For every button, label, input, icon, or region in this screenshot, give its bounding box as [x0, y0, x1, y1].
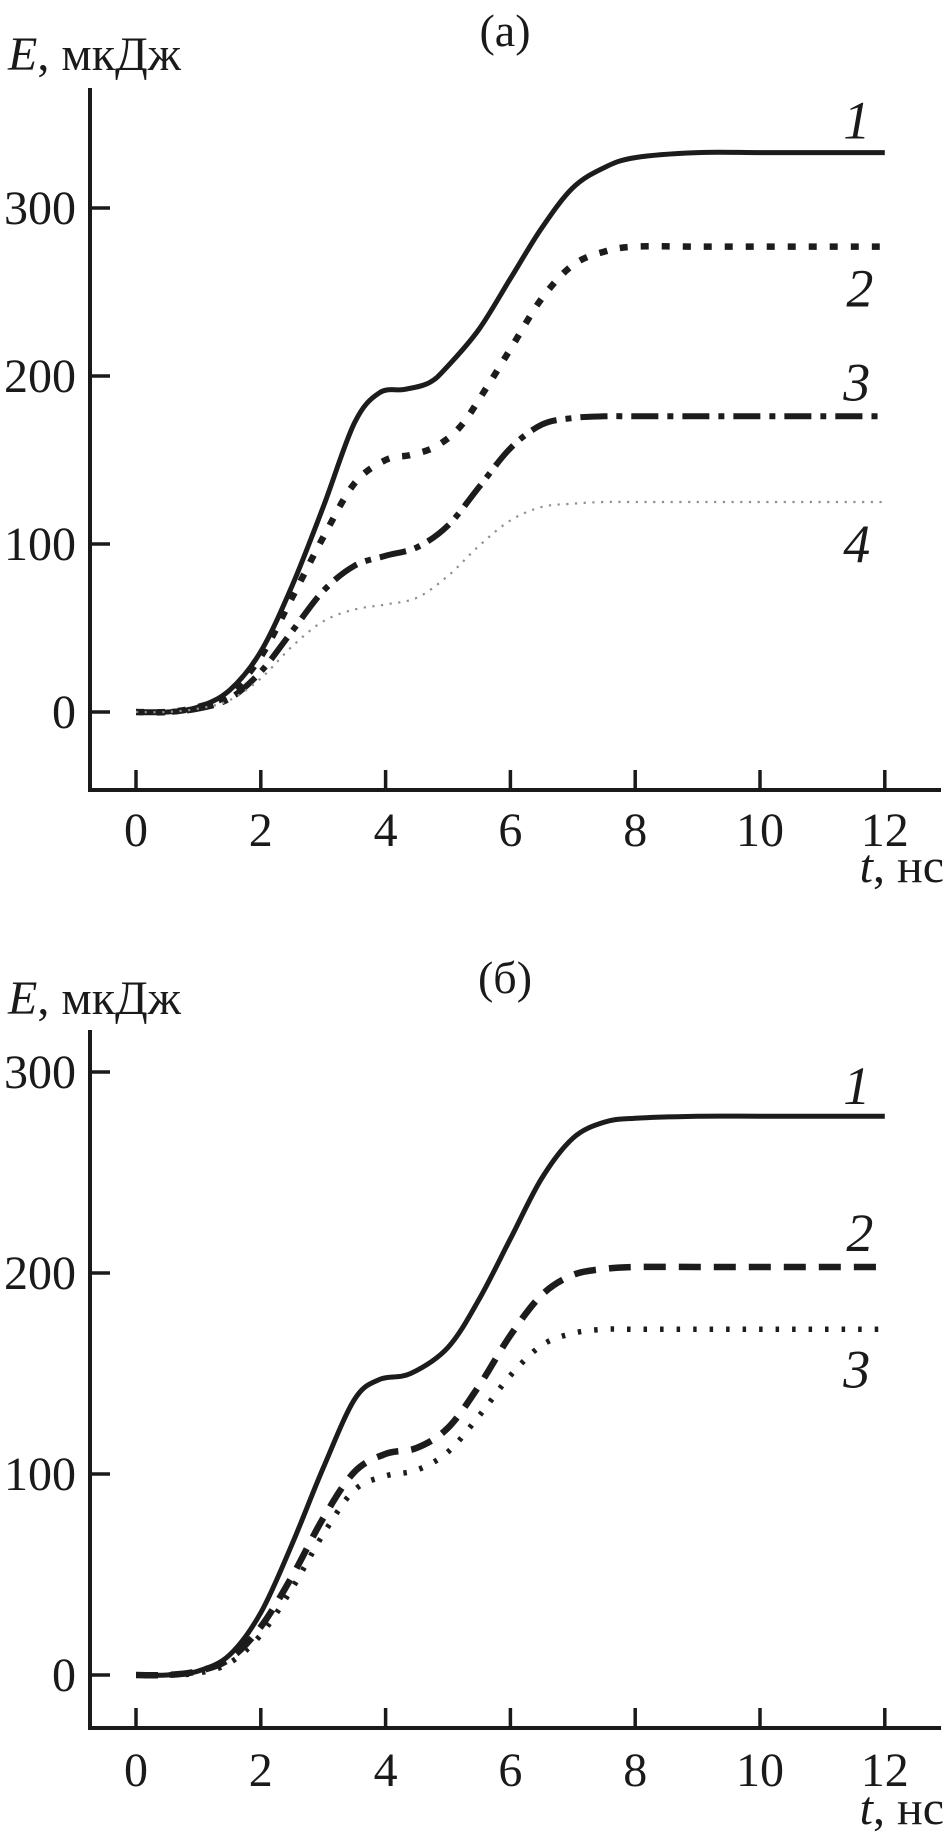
x-tick-label: 6 — [498, 1744, 522, 1797]
panel-b-y-axis-variable: E — [7, 972, 37, 1025]
y-tick-label: 0 — [52, 1649, 76, 1702]
x-tick-label: 12 — [861, 1744, 909, 1797]
x-tick-label: 12 — [861, 804, 909, 857]
curve-3-dotted — [135, 1326, 885, 1678]
panel-b-x-axis-unit: , нс — [873, 1782, 944, 1835]
curve-2-square-dotted — [135, 242, 885, 716]
x-tick-label: 6 — [498, 804, 522, 857]
panel-a-x-axis-variable: t — [860, 840, 875, 893]
panel-b-y-axis-unit: , мкДж — [37, 972, 181, 1025]
axis-lines — [88, 88, 941, 792]
x-tick-label: 8 — [623, 1744, 647, 1797]
panel-b-x-axis-label: t, нс — [860, 1782, 944, 1835]
x-tick-label: 4 — [374, 1744, 398, 1797]
curve-label-1: 1 — [843, 91, 870, 151]
curve-1-solid — [135, 149, 885, 715]
y-tick-label: 300 — [4, 1046, 76, 1099]
curve-2-dashed — [135, 1263, 885, 1679]
x-tick-label: 10 — [736, 804, 784, 857]
panel-a-y-axis-variable: E — [7, 28, 37, 81]
panel-a-x-axis-label: t, нс — [860, 840, 944, 893]
x-tick-label: 0 — [124, 1744, 148, 1797]
y-tick-label: 300 — [4, 182, 76, 235]
curve-label-2: 2 — [846, 1203, 873, 1263]
y-tick-label: 100 — [4, 518, 76, 571]
curve-3-dash-dot — [135, 413, 885, 716]
x-tick-label: 0 — [124, 804, 148, 857]
curve-label-3: 3 — [842, 353, 870, 413]
curve-1-solid — [135, 1113, 885, 1678]
curve-label-1: 1 — [843, 1056, 870, 1116]
axis-lines — [88, 1030, 941, 1730]
panel-a-y-axis-label: E, мкДж — [7, 28, 182, 81]
x-tick-label: 2 — [249, 1744, 273, 1797]
y-tick-label: 200 — [4, 350, 76, 403]
panel-b-x-axis-variable: t — [860, 1782, 875, 1835]
x-tick-label: 4 — [374, 804, 398, 857]
y-tick-label: 0 — [52, 686, 76, 739]
curve-label-3: 3 — [842, 1339, 870, 1399]
x-tick-label: 8 — [623, 804, 647, 857]
panel-b-title: (б) — [478, 952, 532, 1003]
curve-4-fine-dotted — [135, 500, 885, 714]
curve-label-4: 4 — [843, 514, 870, 574]
panel-a-x-axis-unit: , нс — [873, 840, 944, 893]
x-tick-label: 2 — [249, 804, 273, 857]
panel-b-y-axis-label: E, мкДж — [7, 972, 182, 1025]
y-tick-label: 100 — [4, 1448, 76, 1501]
panel-a-title: (а) — [479, 5, 530, 56]
y-tick-label: 200 — [4, 1247, 76, 1300]
x-tick-label: 10 — [736, 1744, 784, 1797]
panel-a-y-axis-unit: , мкДж — [37, 28, 181, 81]
curve-label-2: 2 — [846, 259, 873, 319]
